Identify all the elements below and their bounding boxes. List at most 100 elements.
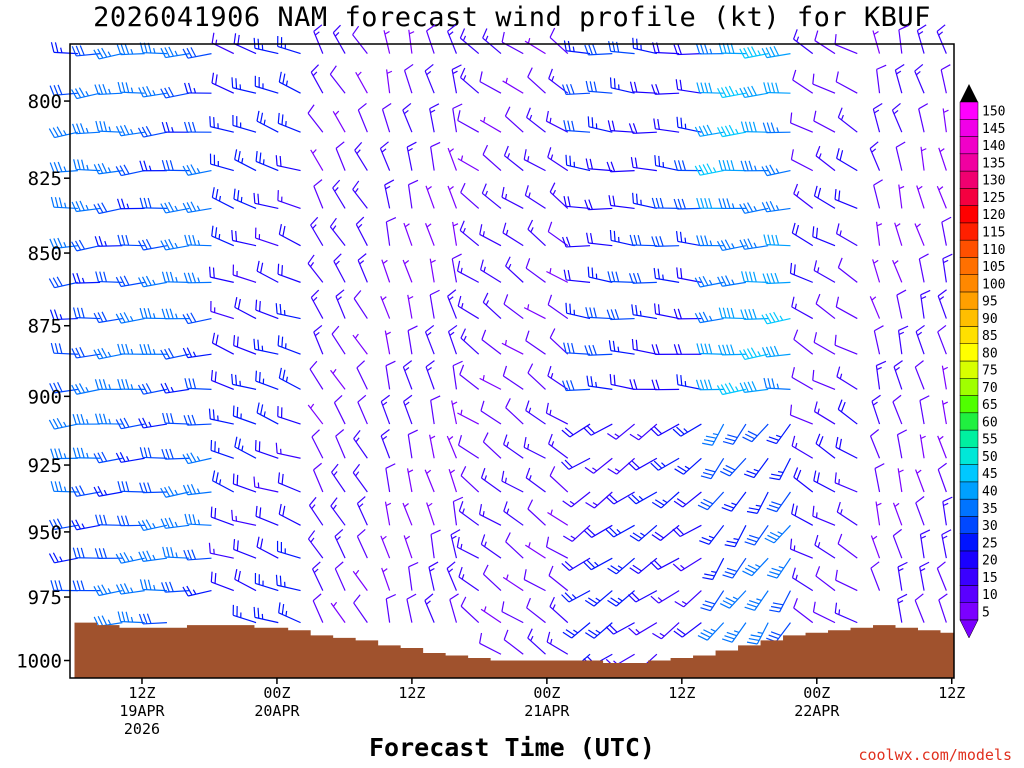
barb-full — [429, 289, 440, 296]
barb-half — [508, 263, 512, 270]
barb-half — [357, 71, 362, 77]
wind-barb — [651, 344, 680, 355]
wind-barb — [650, 457, 680, 471]
wind-barb — [458, 566, 480, 592]
wind-barb — [584, 199, 613, 211]
barb-staff — [501, 611, 524, 624]
barb-full — [121, 82, 126, 93]
barb-half — [916, 469, 922, 474]
barb-staff — [120, 281, 145, 288]
barb-half — [640, 532, 646, 537]
barb-full — [191, 272, 197, 283]
barb-staff — [309, 368, 324, 390]
barb-full — [119, 276, 126, 287]
barb-full — [138, 277, 144, 288]
wind-barb — [209, 153, 234, 172]
barb-half — [449, 331, 455, 336]
colorbar: 5101520253035404550556065707580859095100… — [959, 84, 1005, 639]
barb-full — [545, 536, 550, 548]
barb-full — [212, 409, 215, 420]
barb-full — [814, 30, 819, 41]
credit-link[interactable]: coolwx.com/models — [858, 746, 1012, 764]
barb-staff — [482, 154, 502, 172]
barb-half — [126, 456, 130, 462]
barb-half — [192, 351, 197, 357]
barb-full — [310, 64, 319, 73]
barb-full — [457, 110, 461, 121]
wind-barb — [71, 519, 101, 531]
barb-half — [551, 441, 555, 447]
barb-half — [86, 452, 89, 459]
barb-full — [571, 120, 575, 132]
barb-full — [408, 429, 418, 436]
wind-barb — [872, 103, 883, 133]
wind-barb — [353, 290, 368, 319]
barb-full — [334, 529, 344, 537]
barb-full — [609, 229, 612, 241]
barb-half — [262, 159, 265, 165]
barb-full — [257, 339, 260, 351]
barb-full — [94, 236, 99, 247]
barb-staff — [505, 541, 524, 559]
barb-full — [870, 429, 880, 437]
barb-staff — [566, 245, 591, 248]
wind-barb — [447, 289, 457, 319]
barb-full — [275, 442, 278, 454]
wind-barb — [527, 628, 546, 655]
wind-barb — [408, 29, 415, 54]
barb-full — [563, 40, 567, 51]
barb-full — [743, 382, 749, 393]
barb-full — [726, 631, 737, 637]
wind-barb — [277, 35, 301, 55]
wind-barb — [309, 360, 324, 390]
barb-full — [256, 402, 260, 413]
wind-barb — [584, 344, 613, 356]
wind-barb — [94, 379, 123, 390]
barb-full — [57, 382, 63, 392]
barb-full — [743, 47, 750, 58]
wind-barb — [428, 561, 439, 591]
wind-barb — [870, 535, 881, 559]
wind-barb — [481, 329, 502, 355]
barb-half — [63, 421, 67, 427]
barb-full — [793, 264, 796, 275]
barb-full — [567, 196, 571, 207]
barb-full — [143, 344, 148, 355]
barb-staff — [459, 374, 480, 390]
wind-barb — [793, 329, 814, 355]
wind-barb — [653, 267, 680, 283]
colorbar-swatch — [959, 378, 979, 396]
barb-full — [720, 470, 730, 477]
barb-full — [165, 160, 170, 171]
barb-full — [838, 190, 841, 201]
barb-staff — [938, 147, 947, 171]
colorbar-label: 140 — [982, 139, 1005, 154]
barb-full — [723, 503, 735, 509]
barb-full — [308, 496, 317, 506]
wind-barb — [160, 486, 190, 498]
wind-barb — [383, 30, 391, 54]
barb-full — [313, 179, 323, 187]
wind-barb — [651, 197, 680, 210]
barb-half — [355, 437, 360, 443]
wind-barb — [232, 473, 257, 493]
barb-half — [757, 351, 761, 357]
wind-barb — [307, 530, 324, 559]
barb-full — [75, 45, 81, 56]
barb-full — [586, 375, 590, 387]
barb-staff — [793, 193, 814, 209]
barb-full — [121, 234, 126, 246]
wind-barb — [716, 382, 747, 396]
barb-half — [778, 565, 784, 569]
barb-full — [124, 515, 130, 526]
wind-barb — [873, 179, 883, 209]
wind-barb — [694, 275, 724, 288]
barb-half — [733, 630, 740, 633]
barb-full — [744, 121, 749, 132]
barb-full — [460, 182, 466, 193]
barb-full — [705, 435, 717, 439]
barb-full — [673, 630, 683, 638]
wind-barb — [762, 272, 791, 285]
barb-full — [258, 372, 261, 383]
barb-full — [169, 581, 174, 592]
